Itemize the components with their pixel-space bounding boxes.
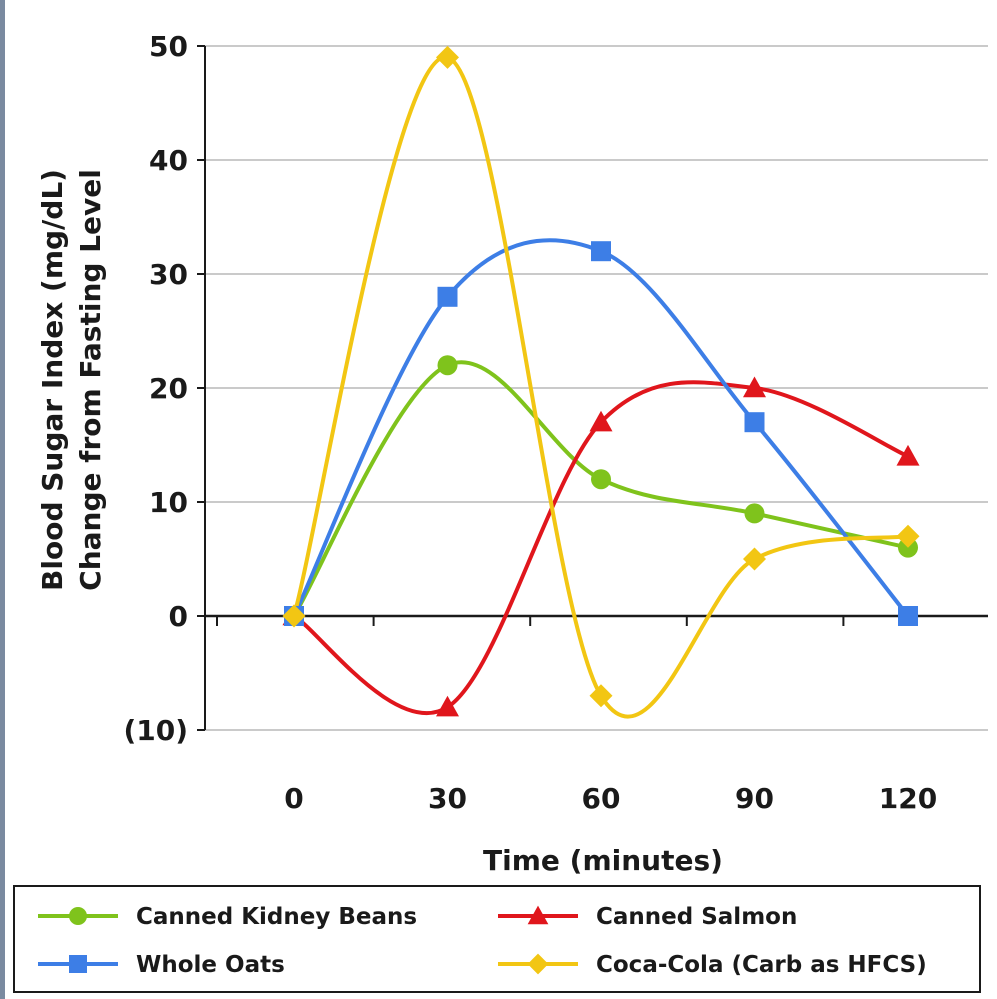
y-axis-title-line-2: Change from Fasting Level <box>74 169 107 591</box>
data-point-whole-oats <box>591 241 611 262</box>
legend-item-canned-kidney-beans: Canned Kidney Beans <box>38 904 417 930</box>
legend-label: Coca-Cola (Carb as HFCS) <box>596 952 927 978</box>
data-point-coca-cola-carb-as-hfcs <box>282 604 306 628</box>
series-lines <box>292 55 910 719</box>
data-point-coca-cola-carb-as-hfcs <box>896 524 920 548</box>
left-border <box>0 0 5 999</box>
x-tick-label: 30 <box>428 782 467 815</box>
y-tick-label: 10 <box>149 486 188 519</box>
data-point-canned-kidney-beans <box>744 503 765 524</box>
legend-swatch-marker <box>527 953 549 975</box>
data-point-coca-cola-carb-as-hfcs <box>743 547 766 571</box>
data-point-canned-kidney-beans <box>437 355 458 376</box>
x-tick-label: 60 <box>582 782 621 815</box>
data-point-whole-oats <box>898 606 918 626</box>
grid-lines <box>205 45 988 731</box>
x-tick-label: 0 <box>284 782 303 815</box>
data-point-canned-salmon <box>896 444 920 466</box>
legend-label: Canned Kidney Beans <box>136 904 417 930</box>
axes <box>197 45 988 731</box>
y-tick-label: 40 <box>149 144 188 177</box>
y-tick-label: 20 <box>149 372 188 405</box>
y-tick-labels: 50 40 30 20 10 0 (10) <box>123 30 188 747</box>
legend-swatch-marker <box>69 955 87 973</box>
y-axis-title: Blood Sugar Index (mg/dL) Change from Fa… <box>36 169 107 591</box>
data-point-coca-cola-carb-as-hfcs <box>436 45 459 69</box>
legend-item-whole-oats: Whole Oats <box>38 952 285 978</box>
legend-swatch-marker <box>527 905 549 925</box>
legend-box <box>13 885 981 993</box>
data-point-whole-oats <box>437 286 458 307</box>
series-line-coca-cola-carb-as-hfcs <box>292 55 909 719</box>
x-tick-labels: 0 30 60 90 120 <box>284 782 937 815</box>
y-tick-label: (10) <box>123 714 188 747</box>
x-tick-label: 90 <box>735 782 774 815</box>
y-tick-label: 0 <box>169 600 188 633</box>
x-axis-title: Time (minutes) <box>483 844 723 877</box>
series-line-canned-salmon <box>292 380 909 716</box>
y-tick-label: 50 <box>149 30 188 63</box>
x-tick-label: 120 <box>879 782 937 815</box>
y-axis-title-line-1: Blood Sugar Index (mg/dL) <box>36 169 69 591</box>
legend-label: Canned Salmon <box>596 904 797 930</box>
series-line-canned-kidney-beans <box>292 360 909 618</box>
legend-item-coca-cola-carb-as-hfcs: Coca-Cola (Carb as HFCS) <box>498 952 927 978</box>
legend-item-canned-salmon: Canned Salmon <box>498 904 797 930</box>
data-point-coca-cola-carb-as-hfcs <box>589 684 613 708</box>
data-point-canned-salmon <box>589 410 613 432</box>
data-point-canned-salmon <box>743 376 766 398</box>
legend: Canned Kidney Beans Canned Salmon Whole Oa… <box>13 885 981 993</box>
data-point-canned-salmon <box>436 695 459 717</box>
data-point-canned-kidney-beans <box>591 469 611 490</box>
legend-label: Whole Oats <box>136 952 285 978</box>
y-tick-label: 30 <box>149 258 188 291</box>
series-markers <box>282 45 920 717</box>
legend-swatch-marker <box>69 907 87 925</box>
data-point-whole-oats <box>744 412 765 433</box>
